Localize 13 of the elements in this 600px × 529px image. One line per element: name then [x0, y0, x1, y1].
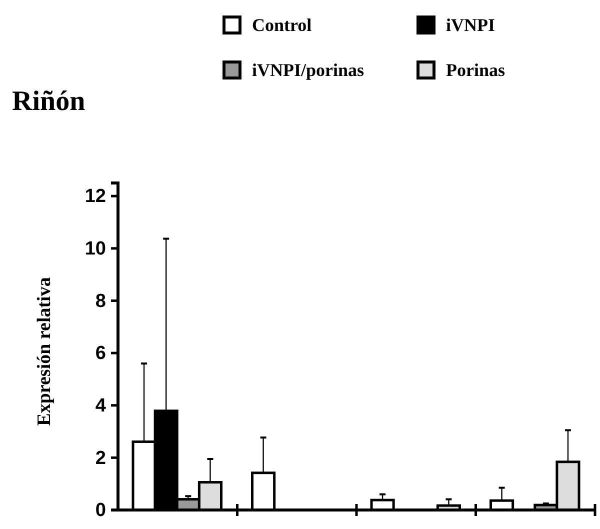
y-tick-label: 6	[95, 343, 106, 364]
y-tick-label: 4	[95, 395, 106, 416]
legend-label: Control	[252, 15, 312, 35]
y-axis-title: Expresión relativa	[34, 276, 55, 426]
y-tick-label: 12	[84, 186, 106, 208]
y-tick-label: 8	[95, 290, 106, 312]
y-tick-label: 0	[95, 500, 106, 522]
y-tick-label: 2	[95, 448, 106, 469]
legend-label: iVNPI	[446, 15, 495, 35]
legend-label: iVNPI/porinas	[252, 60, 364, 80]
chart-title: Riñón	[12, 86, 86, 117]
y-tick-label: 10	[84, 238, 106, 260]
legend-label: Porinas	[446, 60, 506, 80]
